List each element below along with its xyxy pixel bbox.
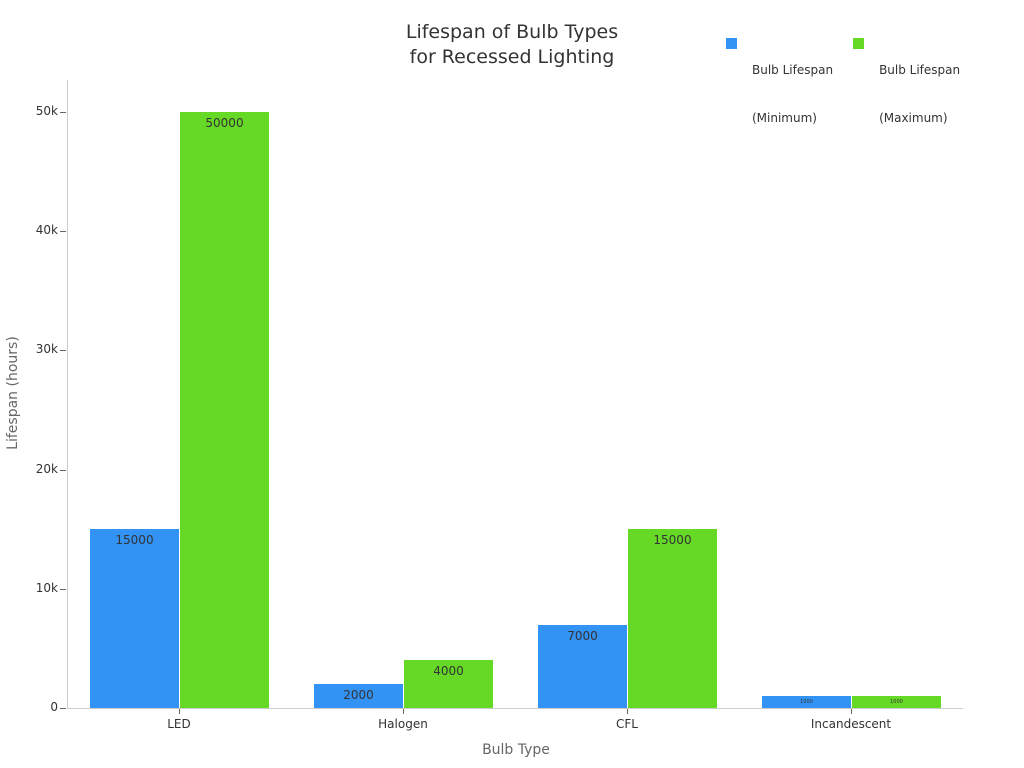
bar-value-label: 1000: [800, 699, 813, 706]
legend-label-minimum-line1: Bulb Lifespan: [752, 63, 834, 77]
y-tick-label: 10k: [35, 580, 58, 595]
chart-title-line-2: for Recessed Lighting: [409, 46, 615, 68]
x-tick: [851, 709, 852, 714]
y-tick-label: 20k: [35, 461, 58, 476]
y-tick: [60, 350, 66, 352]
x-tick-label: Incandescent: [810, 717, 892, 731]
y-tick-label: 30k: [35, 342, 58, 357]
bar-led-minimum[interactable]: 15000: [90, 529, 179, 708]
legend-label-maximum-line2: (Maximum): [879, 111, 948, 125]
bar-halogen-maximum[interactable]: 4000: [404, 660, 493, 708]
bar-value-label: 4000: [433, 664, 464, 679]
x-tick-label: Halogen: [378, 717, 428, 731]
legend: Bulb Lifespan (Minimum) Bulb Lifespan (M…: [726, 30, 960, 158]
bar-value-label: 50000: [205, 116, 244, 130]
legend-label-maximum-line1: Bulb Lifespan: [879, 63, 961, 77]
x-axis-line: [67, 708, 963, 709]
x-tick-label: CFL: [616, 717, 638, 731]
legend-swatch-minimum: [726, 38, 737, 49]
bar-halogen-minimum[interactable]: 2000: [314, 684, 403, 708]
y-tick: [60, 112, 66, 113]
y-tick-label: 40k: [35, 223, 58, 238]
bar-value-label: 15000: [115, 533, 154, 548]
bar-cfl-minimum[interactable]: 7000: [538, 624, 627, 708]
y-axis-line: [67, 80, 68, 708]
bar-led-maximum[interactable]: 50000: [180, 112, 269, 708]
x-tick: [403, 709, 404, 714]
y-tick-label: 0: [50, 700, 58, 714]
bar-value-label: 1000: [890, 699, 903, 706]
y-tick: [60, 231, 66, 233]
y-tick: [60, 469, 66, 471]
x-tick: [627, 709, 628, 714]
legend-label-minimum-line2: (Minimum): [752, 111, 817, 125]
x-axis-title: Bulb Type: [482, 742, 550, 758]
bar-incandescent-maximum[interactable]: 1000: [852, 696, 941, 708]
y-tick: [60, 708, 66, 709]
y-tick-label: 50k: [35, 104, 58, 118]
x-tick: [179, 709, 180, 714]
x-tick-label: LED: [167, 717, 191, 731]
bar-value-label: 2000: [343, 688, 374, 703]
chart-title-line-1: Lifespan of Bulb Types: [405, 21, 619, 43]
bar-value-label: 7000: [567, 628, 598, 643]
bar-cfl-maximum[interactable]: 15000: [628, 529, 717, 708]
bar-incandescent-minimum[interactable]: 1000: [762, 696, 851, 708]
chart-title: Lifespan of Bulb Types for Recessed Ligh…: [312, 20, 712, 70]
legend-swatch-maximum: [853, 38, 865, 49]
legend-item-maximum[interactable]: Bulb Lifespan (Maximum): [853, 30, 960, 158]
bar-value-label: 15000: [653, 533, 692, 548]
y-tick: [60, 588, 66, 590]
legend-item-minimum[interactable]: Bulb Lifespan (Minimum): [726, 30, 833, 158]
